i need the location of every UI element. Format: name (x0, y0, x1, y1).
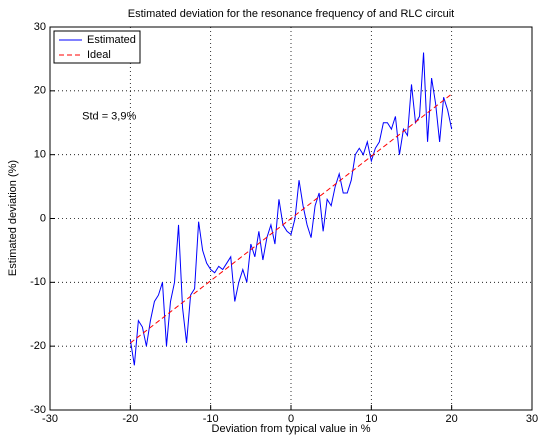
chart-title: Estimated deviation for the resonance fr… (128, 8, 455, 20)
x-tick-label: -30 (42, 413, 58, 425)
x-axis-label: Deviation from typical value in % (212, 423, 371, 435)
legend-label: Estimated (87, 34, 136, 46)
legend-label: Ideal (87, 49, 111, 61)
y-tick-label: 10 (34, 149, 46, 161)
x-tick-label: 10 (365, 413, 377, 425)
annotation: Std = 3,9% (82, 110, 136, 122)
y-tick-label: 30 (34, 21, 46, 33)
x-tick-label: 20 (446, 413, 458, 425)
y-tick-label: 0 (40, 212, 46, 224)
x-tick-label: -10 (203, 413, 219, 425)
y-axis-label: Estimated deviation (%) (7, 160, 19, 276)
x-tick-label: -20 (122, 413, 138, 425)
series-line (130, 93, 452, 344)
x-tick-label: 0 (288, 413, 294, 425)
x-tick-label: 30 (526, 413, 538, 425)
y-tick-label: 20 (34, 85, 46, 97)
y-tick-label: -30 (30, 404, 46, 416)
legend-box (53, 30, 141, 64)
y-tick-label: -10 (30, 276, 46, 288)
series-line (129, 52, 453, 366)
y-tick-label: -20 (30, 340, 46, 352)
